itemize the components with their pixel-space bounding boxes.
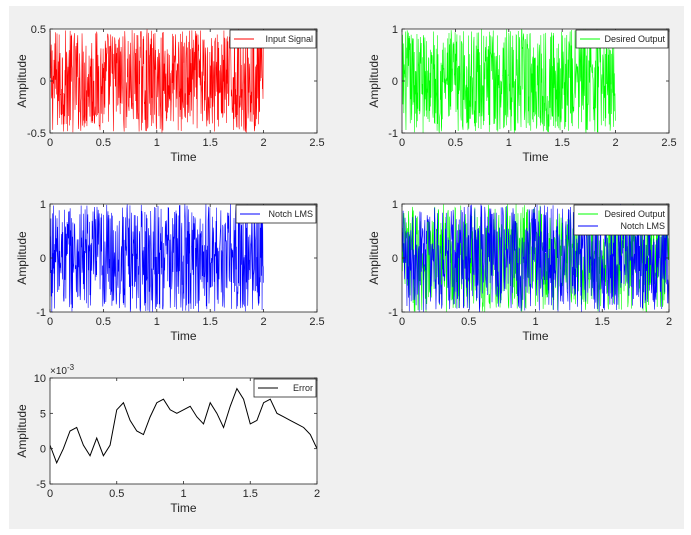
x-tick-label: 1.5 <box>555 137 570 149</box>
y-tick-label: -1 <box>36 307 46 319</box>
legend-box <box>229 29 317 49</box>
x-tick-label: 0 <box>47 488 53 500</box>
x-tick-label: 2 <box>613 137 619 149</box>
y-axis-label: Amplitude <box>15 54 29 108</box>
x-tick-label: 0 <box>399 316 405 328</box>
y-tick-label: -1 <box>388 307 398 319</box>
x-tick-label: 2 <box>261 137 267 149</box>
series-line-1 <box>50 29 264 133</box>
x-tick-label: 1 <box>154 137 160 149</box>
legend: Error <box>253 378 317 398</box>
y-tick-label: -0.5 <box>27 128 46 140</box>
y-tick-label: 1 <box>392 199 398 211</box>
x-tick-label: 1.5 <box>203 316 218 328</box>
y-tick-label: 5 <box>40 408 46 420</box>
x-tick-label: 2 <box>261 316 267 328</box>
y-tick-label: 0 <box>392 76 398 88</box>
x-tick-label: 1.5 <box>203 137 218 149</box>
x-tick-label: 1 <box>154 316 160 328</box>
x-tick-label: 1.5 <box>243 488 258 500</box>
y-exponent-label: ×10-3 <box>50 363 75 377</box>
legend: Desired Output <box>575 29 669 49</box>
x-tick-label: 0.5 <box>461 316 476 328</box>
x-tick-label: 0.5 <box>109 488 124 500</box>
figure-window: 0 0.5 1 1.5 2 2.5 -0.5 0 0.5 Time Amplitude Input S… <box>9 6 684 529</box>
x-axis-label: Time <box>170 329 197 343</box>
legend-box <box>573 204 669 236</box>
legend: Notch LMS <box>235 204 317 224</box>
y-axis-label: Amplitude <box>367 54 381 108</box>
legend: Input Signal <box>229 29 317 49</box>
y-axis-label: Amplitude <box>15 404 29 458</box>
legend-entry: Error <box>293 383 313 393</box>
legend-box <box>253 378 317 398</box>
x-tick-label: 2 <box>314 488 320 500</box>
y-tick-label: 0 <box>40 76 46 88</box>
legend-entry: Desired Output <box>604 209 665 219</box>
y-tick-label: -1 <box>388 128 398 140</box>
x-axis-label: Time <box>522 150 549 164</box>
legend-entry: Input Signal <box>265 34 313 44</box>
x-tick-label: 2 <box>666 316 672 328</box>
x-tick-label: 2.5 <box>309 316 324 328</box>
legend-entry: Notch LMS <box>620 221 665 231</box>
x-axis-label: Time <box>170 501 197 515</box>
x-tick-label: 1 <box>506 137 512 149</box>
x-tick-label: 1.5 <box>595 316 610 328</box>
x-tick-label: 1 <box>180 488 186 500</box>
x-tick-label: 0 <box>47 316 53 328</box>
series-line-2 <box>402 204 669 312</box>
x-tick-label: 1 <box>532 316 538 328</box>
x-tick-label: 0 <box>47 137 53 149</box>
x-tick-label: 2.5 <box>661 137 676 149</box>
legend-box <box>575 29 669 49</box>
legend: Desired Output Notch LMS <box>573 204 669 236</box>
y-tick-label: 10 <box>34 373 46 385</box>
x-tick-label: 0.5 <box>96 316 111 328</box>
y-tick-label: -5 <box>36 479 46 491</box>
legend-box <box>235 204 317 224</box>
series-line-1 <box>50 204 264 312</box>
y-tick-label: 1 <box>392 24 398 36</box>
y-tick-label: 1 <box>40 199 46 211</box>
y-axis-label: Amplitude <box>15 231 29 285</box>
x-tick-label: 0.5 <box>448 137 463 149</box>
x-axis-label: Time <box>170 150 197 164</box>
y-axis-label: Amplitude <box>367 231 381 285</box>
y-tick-label: 0 <box>392 253 398 265</box>
legend-entry: Desired Output <box>604 34 665 44</box>
y-tick-label: 0 <box>40 253 46 265</box>
legend-entry: Notch LMS <box>268 209 313 219</box>
y-tick-label: 0 <box>40 444 46 456</box>
x-tick-label: 2.5 <box>309 137 324 149</box>
series-line-1 <box>50 387 317 465</box>
x-tick-label: 0.5 <box>96 137 111 149</box>
x-axis-label: Time <box>522 329 549 343</box>
y-tick-label: 0.5 <box>31 24 46 36</box>
x-tick-label: 0 <box>399 137 405 149</box>
